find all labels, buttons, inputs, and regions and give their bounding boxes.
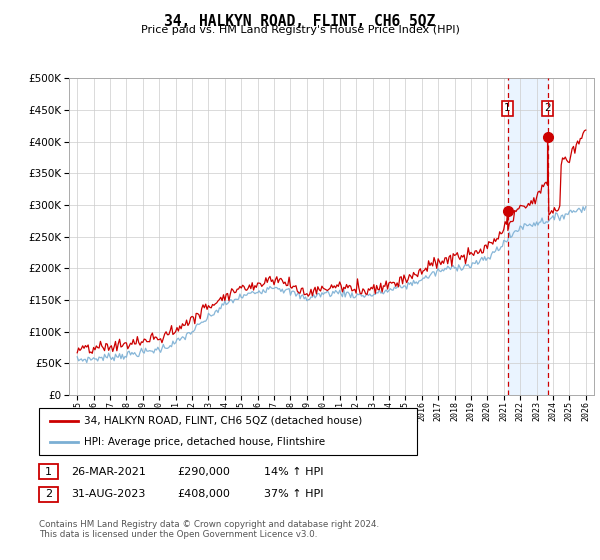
Text: Contains HM Land Registry data © Crown copyright and database right 2024.
This d: Contains HM Land Registry data © Crown c… (39, 520, 379, 539)
Text: 34, HALKYN ROAD, FLINT, CH6 5QZ: 34, HALKYN ROAD, FLINT, CH6 5QZ (164, 14, 436, 29)
Text: £408,000: £408,000 (177, 489, 230, 500)
Text: 26-MAR-2021: 26-MAR-2021 (71, 466, 146, 477)
Text: HPI: Average price, detached house, Flintshire: HPI: Average price, detached house, Flin… (84, 437, 325, 447)
Text: Price paid vs. HM Land Registry's House Price Index (HPI): Price paid vs. HM Land Registry's House … (140, 25, 460, 35)
Bar (508, 78, 548, 395)
Text: 2: 2 (45, 489, 52, 500)
Text: 37% ↑ HPI: 37% ↑ HPI (264, 489, 323, 500)
Text: 1: 1 (504, 103, 511, 113)
Bar (548, 78, 594, 395)
Text: 31-AUG-2023: 31-AUG-2023 (71, 489, 145, 500)
Text: £290,000: £290,000 (177, 466, 230, 477)
Text: 2: 2 (544, 103, 551, 113)
Text: 14% ↑ HPI: 14% ↑ HPI (264, 466, 323, 477)
Text: 34, HALKYN ROAD, FLINT, CH6 5QZ (detached house): 34, HALKYN ROAD, FLINT, CH6 5QZ (detache… (84, 416, 362, 426)
Text: 1: 1 (45, 466, 52, 477)
